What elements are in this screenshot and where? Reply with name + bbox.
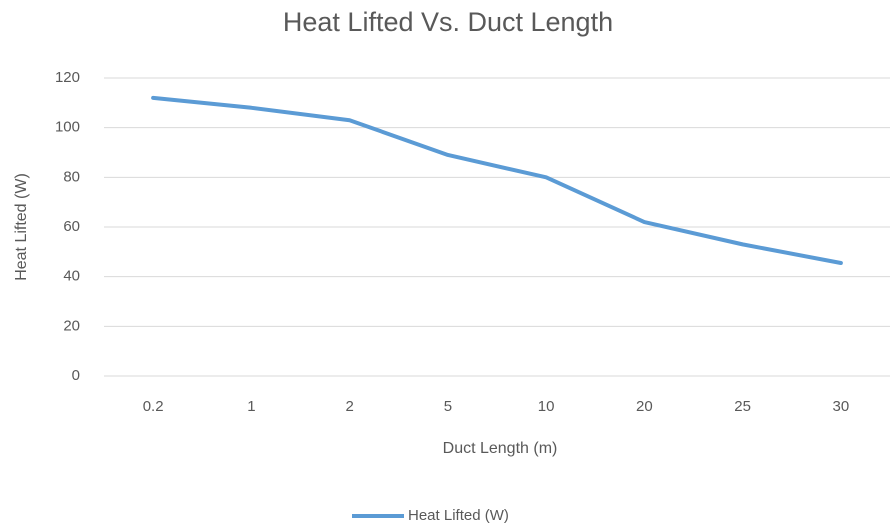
x-tick-label: 30 xyxy=(833,398,850,415)
x-axis-label: Duct Length (m) xyxy=(443,440,558,457)
line-series xyxy=(151,95,843,266)
chart-title: Heat Lifted Vs. Duct Length xyxy=(283,7,613,37)
legend-label: Heat Lifted (W) xyxy=(408,507,509,524)
x-tick-label: 10 xyxy=(538,398,555,415)
y-tick-label: 80 xyxy=(63,168,80,185)
x-tick-label: 5 xyxy=(444,398,452,415)
y-tick-label: 20 xyxy=(63,317,80,334)
y-tick-label: 120 xyxy=(55,69,80,86)
y-tick-label: 100 xyxy=(55,119,80,136)
x-tick-label: 1 xyxy=(247,398,255,415)
x-tick-label: 0.2 xyxy=(143,398,164,415)
y-tick-label: 60 xyxy=(63,218,80,235)
y-tick-label: 40 xyxy=(63,268,80,285)
y-axis-label: Heat Lifted (W) xyxy=(13,173,30,281)
x-tick-label: 2 xyxy=(345,398,353,415)
y-tick-label: 0 xyxy=(72,367,80,384)
x-tick-label: 25 xyxy=(734,398,751,415)
x-tick-label: 20 xyxy=(636,398,653,415)
